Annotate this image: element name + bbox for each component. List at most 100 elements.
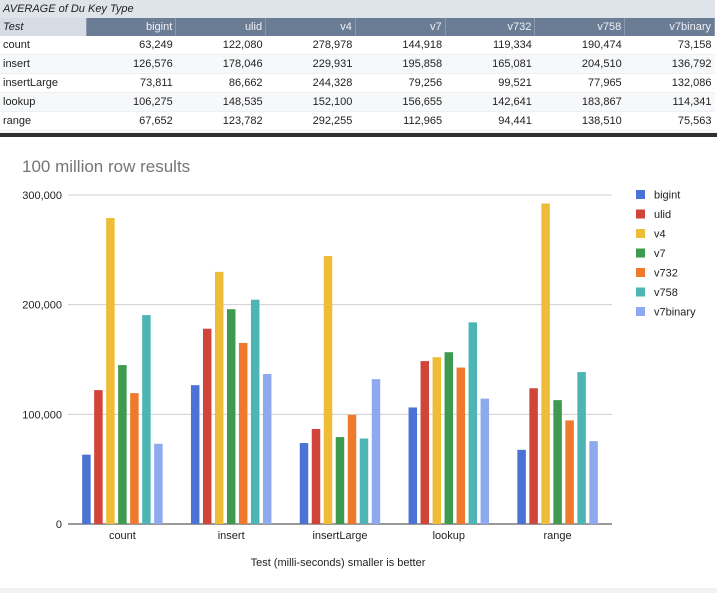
bar-insert-v7 xyxy=(226,309,236,524)
bar-range-v758 xyxy=(577,372,586,524)
table-row-insertLarge: insertLarge 73,811 86,662 244,328 79,256 99,5… xyxy=(0,73,715,93)
legend-label-v7: v7 xyxy=(654,248,666,260)
legend-label-v4: v4 xyxy=(654,229,666,241)
table-row-count: count 63,249 122,080 278,978 144,918 119,334 1… xyxy=(0,36,715,55)
y-tick-label: 300,000 xyxy=(22,190,62,202)
bar-range-v7 xyxy=(553,400,562,524)
table-cell: 122,080 xyxy=(175,36,266,55)
row-label: insert xyxy=(0,54,86,74)
legend: bigint ulid v4 v7 v732 v758 v7binary xyxy=(636,190,696,319)
bar-range-v732 xyxy=(565,420,574,524)
table-cell: 77,965 xyxy=(534,73,625,93)
bar-count-ulid xyxy=(94,390,103,524)
table-cell: 183,867 xyxy=(534,92,625,112)
bar-insert-v732 xyxy=(238,342,248,524)
column-header-v7binary: v7binary xyxy=(624,18,715,36)
table-cell: 165,081 xyxy=(445,54,535,74)
x-tick-label: insert xyxy=(218,530,245,542)
table-cell: 79,256 xyxy=(355,73,446,93)
bar-range-v4 xyxy=(541,203,550,524)
bar-lookup-v758 xyxy=(468,322,478,524)
bar-insertLarge-v732 xyxy=(347,414,357,524)
x-axis-label: Test (milli-seconds) smaller is better xyxy=(251,557,426,569)
bar-insertLarge-bigint xyxy=(299,443,309,524)
table-cell: 152,100 xyxy=(265,92,356,112)
bar-count-v7binary xyxy=(154,443,163,524)
table-row-insert: insert 126,576 178,046 229,931 195,858 165,08… xyxy=(0,54,715,74)
legend-label-bigint: bigint xyxy=(654,190,680,202)
bar-insertLarge-ulid xyxy=(311,428,321,524)
x-tick-label: insertLarge xyxy=(312,530,367,542)
bar-insert-v7binary xyxy=(262,373,272,524)
bar-lookup-v732 xyxy=(456,367,466,524)
y-tick-label: 0 xyxy=(56,519,62,531)
legend-label-v7binary: v7binary xyxy=(654,307,696,319)
bar-series xyxy=(82,203,598,524)
bar-range-bigint xyxy=(517,449,526,524)
table-cell: 148,535 xyxy=(175,92,266,112)
table-cell: 278,978 xyxy=(265,36,356,55)
column-header-v732: v732 xyxy=(445,18,536,36)
pivot-title: AVERAGE of Du Key Type xyxy=(0,0,715,18)
legend-label-v758: v758 xyxy=(654,287,678,299)
table-cell: 106,275 xyxy=(86,92,176,112)
table-cell: 190,474 xyxy=(534,36,625,55)
legend-swatch-v732 xyxy=(636,268,645,277)
pivot-table: AVERAGE of Du Key Type Test bigint ulid v4… xyxy=(0,0,715,131)
legend-swatch-bigint xyxy=(636,190,645,199)
bar-insert-v758 xyxy=(250,299,260,524)
table-cell: 178,046 xyxy=(175,54,266,74)
y-tick-label: 200,000 xyxy=(22,300,62,312)
panel-divider xyxy=(0,133,717,137)
bar-insertLarge-v7 xyxy=(335,437,345,524)
table-cell: 94,441 xyxy=(445,111,535,131)
bar-lookup-v4 xyxy=(432,357,442,524)
table-row-lookup: lookup 106,275 148,535 152,100 156,655 142,64… xyxy=(0,92,715,112)
column-header-ulid: ulid xyxy=(175,18,267,36)
pivot-header-row: Test bigint ulid v4 v7 v732 v758 v7binary xyxy=(0,18,715,36)
bar-insertLarge-v4 xyxy=(323,256,333,524)
table-cell: 99,521 xyxy=(445,73,535,93)
table-cell: 73,158 xyxy=(624,36,715,55)
legend-label-v732: v732 xyxy=(654,268,678,280)
legend-swatch-v7binary xyxy=(636,307,645,316)
legend-swatch-v4 xyxy=(636,229,645,238)
bar-count-v758 xyxy=(142,315,151,524)
bar-range-v7binary xyxy=(589,441,598,524)
bar-count-v7 xyxy=(118,365,127,524)
row-label: range xyxy=(0,111,86,131)
column-header-v7: v7 xyxy=(355,18,446,36)
table-cell: 112,965 xyxy=(355,111,446,131)
bar-range-ulid xyxy=(529,388,538,524)
pivot-title-row: AVERAGE of Du Key Type xyxy=(0,0,715,18)
x-tick-labels: count insert insertLarge lookup range xyxy=(109,530,572,542)
row-label: insertLarge xyxy=(0,73,86,93)
table-cell: 73,811 xyxy=(86,73,176,93)
pivot-table-panel: AVERAGE of Du Key Type Test bigint ulid v4… xyxy=(0,0,717,132)
column-header-bigint: bigint xyxy=(86,18,177,36)
bar-count-bigint xyxy=(82,454,91,524)
table-cell: 75,563 xyxy=(624,111,715,131)
table-cell: 204,510 xyxy=(534,54,625,74)
bar-count-v4 xyxy=(106,218,115,524)
y-tick-labels: 0 100,000 200,000 300,000 xyxy=(22,190,62,531)
bar-lookup-ulid xyxy=(420,361,430,524)
table-cell: 123,782 xyxy=(175,111,266,131)
bar-lookup-v7 xyxy=(444,352,454,524)
table-cell: 138,510 xyxy=(534,111,625,131)
x-tick-label: count xyxy=(109,530,136,542)
table-cell: 126,576 xyxy=(86,54,176,74)
table-cell: 63,249 xyxy=(86,36,176,55)
bar-insert-bigint xyxy=(190,385,200,524)
table-cell: 67,652 xyxy=(86,111,176,131)
bar-insertLarge-v7binary xyxy=(371,379,381,524)
legend-label-ulid: ulid xyxy=(654,209,671,221)
column-header-v4: v4 xyxy=(265,18,356,36)
table-cell: 132,086 xyxy=(624,73,715,93)
legend-swatch-ulid xyxy=(636,209,645,219)
table-cell: 244,328 xyxy=(265,73,356,93)
y-tick-label: 100,000 xyxy=(22,409,62,421)
bar-insert-v4 xyxy=(214,271,224,524)
table-cell: 144,918 xyxy=(355,36,446,55)
table-cell: 136,792 xyxy=(624,54,715,74)
